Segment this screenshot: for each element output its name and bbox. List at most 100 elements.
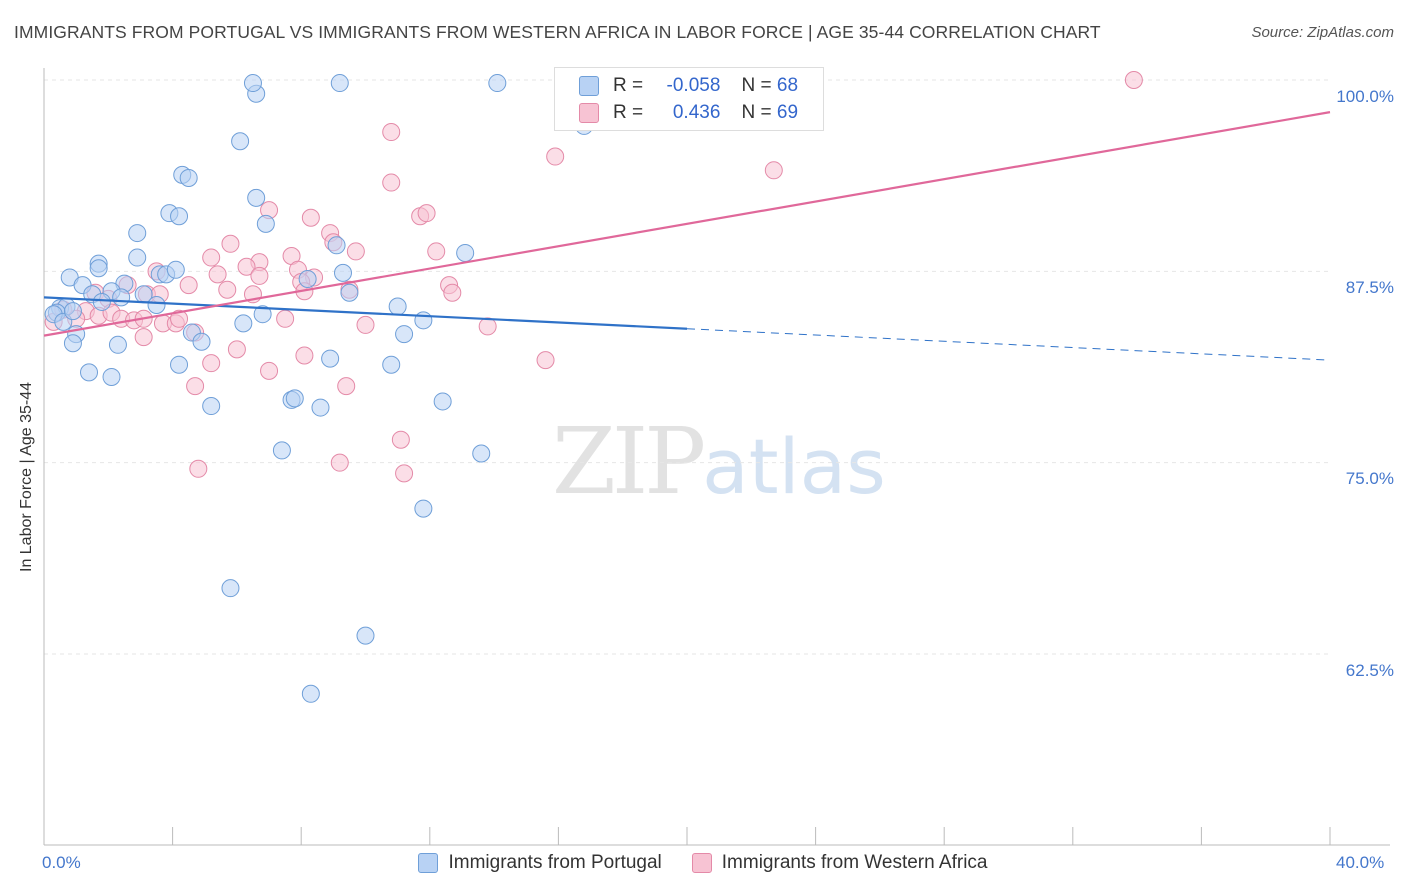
wafrica-point-58 [186,377,205,396]
y-axis-label: In Labor Force | Age 35-44 [18,381,35,572]
legend-item-portugal: Immigrants from Portugal [418,852,662,874]
portugal-point-16 [89,259,108,278]
wafrica-point-12 [427,242,446,261]
portugal-point-62 [221,579,240,598]
wafrica-point-27 [218,280,237,299]
portugal-trend-line [43,296,688,330]
portugal-point-56 [285,389,304,408]
wafrica-point-1 [382,123,401,142]
portugal-point-54 [202,397,221,416]
portugal-point-28 [112,288,131,307]
wafrica-point-57 [260,361,279,380]
portugal-point-13 [456,243,475,262]
wafrica-point-54 [295,346,314,365]
wafrica-point-59 [337,377,356,396]
portugal-point-35 [147,296,166,315]
wafrica-point-29 [443,283,462,302]
wafrica-point-13 [346,242,365,261]
chart-title: IMMIGRANTS FROM PORTUGAL VS IMMIGRANTS F… [14,22,1101,42]
portugal-point-12 [128,224,147,243]
portugal-point-59 [272,441,291,460]
wafrica-point-21 [250,266,269,285]
portugal-point-36 [253,305,272,324]
portugal-point-11 [256,214,275,233]
portugal-point-7 [179,168,198,187]
watermark-atlas: atlas [702,422,886,511]
wafrica-point-23 [179,276,198,295]
portugal-point-64 [301,684,320,703]
wafrica-point-63 [330,453,349,472]
legend-r-label: R = [613,102,644,123]
portugal-point-34 [92,292,111,311]
wafrica-point-51 [134,328,153,347]
portugal-trend-line-extension [686,328,1331,361]
wafrica-point-3 [764,161,783,180]
wafrica-point-8 [301,208,320,227]
portugal-point-49 [321,349,340,368]
portugal-point-2 [330,74,349,93]
watermark: ZIPatlas [552,408,886,515]
portugal-point-40 [63,302,82,321]
x-tick-label-min: 0.0% [42,853,81,872]
legend-label-portugal: Immigrants from Portugal [448,852,662,873]
legend-r-value-wafrica: 0.436 [672,102,721,123]
legend-item-wafrica: Immigrants from Western Africa [691,852,988,874]
legend-r-label: R = [613,75,644,96]
portugal-point-41 [234,314,253,333]
portugal-point-43 [395,325,414,344]
wafrica-swatch-icon [579,103,599,123]
wafrica-point-62 [189,459,208,478]
portugal-point-30 [340,283,359,302]
wafrica-point-4 [382,173,401,192]
portugal-point-3 [488,74,507,93]
legend-n-label: N = [741,102,772,123]
portugal-point-1 [243,74,262,93]
wafrica-point-50 [478,317,497,336]
portugal-point-8 [247,188,266,207]
wafrica-point-60 [391,430,410,449]
wafrica-point-53 [227,340,246,359]
portugal-swatch-icon [579,76,599,96]
portugal-point-21 [298,269,317,288]
portugal-point-63 [356,626,375,645]
wafrica-point-2 [546,147,565,166]
portugal-point-57 [311,398,330,417]
legend-n-value-portugal: 68 [776,75,799,96]
portugal-point-46 [63,334,82,353]
portugal-point-14 [128,248,147,267]
y-tick-label-100: 100.0% [1336,87,1394,106]
portugal-point-47 [108,335,127,354]
wafrica-point-48 [276,309,295,328]
legend-r-value-portugal: -0.058 [666,75,721,96]
source-label: Source: ZipAtlas.com [1251,24,1394,41]
legend-n-value-wafrica: 69 [776,102,799,123]
portugal-point-50 [382,355,401,374]
y-tick-label-62-5: 62.5% [1345,661,1394,680]
wafrica-point-7 [417,204,436,223]
watermark-zip: ZIP [552,408,706,515]
portugal-point-60 [472,444,491,463]
wafrica-point-56 [202,354,221,373]
legend-n-label: N = [741,75,772,96]
portugal-point-20 [333,263,352,282]
wafrica-point-55 [536,351,555,370]
portugal-point-5 [231,132,250,151]
x-tick-label-max: 40.0% [1336,853,1385,872]
correlation-legend: R = -0.058 N = 68 R = 0.436 N = 69 [554,67,824,131]
wafrica-point-0 [1124,71,1143,89]
portugal-point-42 [414,311,433,330]
wafrica-trend-line [43,111,1331,337]
y-tick-label-75: 75.0% [1345,469,1394,488]
portugal-point-22 [166,260,185,279]
portugal-point-61 [414,499,433,518]
wafrica-point-16 [202,248,221,267]
wafrica-point-47 [170,309,189,328]
wafrica-point-61 [395,464,414,483]
wafrica-point-49 [356,315,375,334]
portugal-swatch-icon [418,853,439,873]
portugal-point-58 [433,392,452,411]
portugal-point-37 [388,297,407,316]
portugal-point-48 [192,332,211,351]
portugal-point-10 [170,207,189,226]
